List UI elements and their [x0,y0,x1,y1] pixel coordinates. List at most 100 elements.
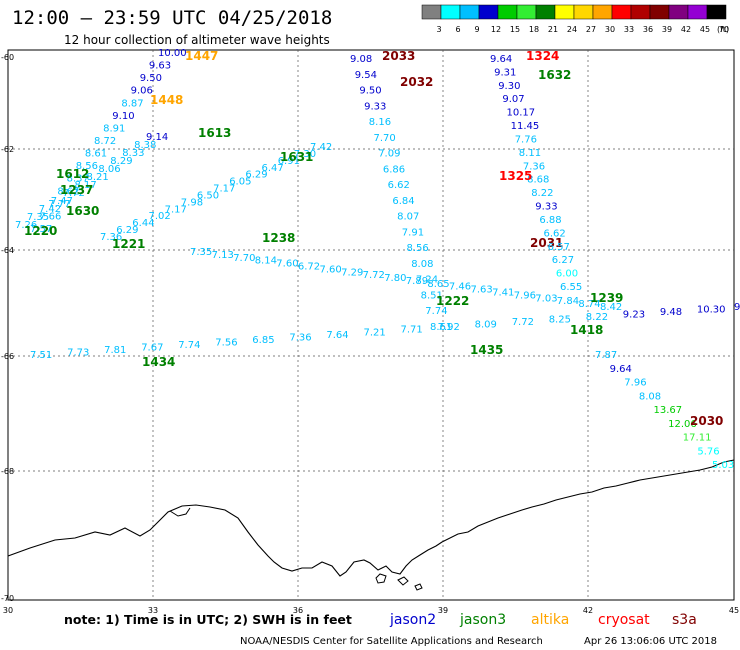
colorbar-tick-label: 6 [455,25,460,34]
colorbar-swatch [516,4,537,20]
swh-observation: 7.35 [27,212,49,223]
pass-time-label: 1434 [142,355,175,369]
pass-time-label: 1220 [24,224,57,238]
pass-time-label: 1324 [526,49,559,63]
swh-observation: 6.44 [132,218,154,229]
swh-observation: 7.60 [276,259,298,270]
swh-observation: 9.08 [350,54,372,65]
pass-time-label: 1631 [280,150,313,164]
swh-observation: 6.91 [278,156,300,167]
swh-observation: 7.72 [512,317,534,328]
colorbar-swatch [630,4,651,20]
swh-observation: 7.51 [30,350,52,361]
colorbar-swatch [421,4,442,20]
longitude-label: 42 [583,606,593,615]
swh-observation: 7.81 [104,345,126,356]
swh-observation: 7.42 [310,142,332,153]
swh-observation: 6.72 [298,262,320,273]
satellite-legend-altika: altika [531,612,569,628]
swh-observation: 9.64 [490,54,512,65]
pass-time-label: 1630 [66,204,99,218]
colorbar-tick-label: 9 [474,25,479,34]
colorbar-swatch [497,4,518,20]
latitude-label: -60 [1,53,14,62]
coastline-island-2 [397,576,409,586]
legend-note: note: 1) Time is in UTC; 2) SWH is in fe… [64,612,352,627]
satellite-legend-s3a: s3a [672,612,697,628]
graticule-grid: 30 33 36 39 42 45 -60 -62 -64 -66 -68 -70 [1,50,739,615]
swh-observation: 7.36 [100,232,122,243]
swh-observation: 7.74 [178,340,200,351]
colorbar-tick-label: 12 [491,25,501,34]
colorbar-tick-label: 3 [436,25,441,34]
swh-observation: 8.29 [110,156,132,167]
colorbar-tick-label: 15 [510,25,520,34]
swh-observation: 7.02 [149,211,171,222]
swh-observation: 5.76 [697,446,719,457]
swh-observation: 9.14 [146,132,168,143]
swh-observation: 9.23 [623,310,645,321]
swh-observation: 8.14 [255,256,277,267]
colorbar-tick-label: 30 [605,25,615,34]
swh-observation: 7.42 [39,204,61,215]
swh-observation: 7.72 [63,188,85,199]
colorbar-tick-label: 45 [700,25,710,34]
swh-observation: 7.64 [326,330,348,341]
longitude-label: 39 [438,606,448,615]
coastline-island-1 [375,573,387,584]
pass-time-label: 2032 [400,75,433,89]
swh-observation: 6.55 [560,282,582,293]
swh-observation: 8.22 [586,312,608,323]
swh-observation: 8.61 [85,149,107,160]
colorbar-tick-label: 18 [529,25,539,34]
swh-observation: 7.17 [213,184,235,195]
swh-observation: 8.62 [57,186,79,197]
swh-observation: 7.66 [39,211,61,222]
swh-observation: 9.31 [494,67,516,78]
colorbar-tick-label: 36 [643,25,653,34]
coastline-island-3 [414,583,423,591]
satellite-legend-jason2: jason2 [389,612,436,628]
swh-observation: 8.68 [527,175,549,186]
swh-observation: 7.72 [363,270,385,281]
swh-observation: 6.88 [539,215,561,226]
longitude-label: 30 [3,606,13,615]
pass-time-label: 1418 [570,323,603,337]
swh-observation: 8.56 [76,161,98,172]
swh-observation: 8.74 [578,299,600,310]
swh-observation: 7.67 [141,342,163,353]
colorbar-tick-label: 42 [681,25,691,34]
swh-observation: 8.08 [411,259,433,270]
pass-time-label: 1612 [56,167,89,181]
credit-line: NOAA/NESDIS Center for Satellite Applica… [240,636,543,647]
pass-time-label: 1222 [436,294,469,308]
swh-observation: 8.06 [98,164,120,175]
map-subtitle: 12 hour collection of altimeter wave hei… [64,33,330,47]
colorbar-tick-label: 27 [586,25,596,34]
swh-observation: 8.91 [103,123,125,134]
pass-time-label: 2030 [690,414,723,428]
colorbar-swatch [459,4,480,20]
swh-observation: 8.37 [67,174,89,185]
pass-time-label: 1237 [60,183,93,197]
colorbar-tick-label: 21 [548,25,558,34]
colorbar-swatch [649,4,670,20]
swh-observation: 7.47 [51,196,73,207]
swh-observation: 6.86 [383,164,405,175]
swh-observation: 10.00 [158,48,187,59]
swh-observation: 6.29 [116,225,138,236]
altimeter-tracks: 10.009.639.509.068.879.108.918.728.618.5… [15,48,740,471]
swh-observation: 7.74 [425,306,447,317]
swh-observation: 9.64 [610,364,632,375]
swh-observation: 9.54 [355,70,377,81]
colorbar-tick-label: 33 [624,25,634,34]
swh-observation: 7.30 [294,149,316,160]
colorbar-tick-label: 24 [567,25,577,34]
swh-observation: 7.91 [402,227,424,238]
swh-observation: 7.57 [30,224,52,235]
swh-observation: 7.17 [165,204,187,215]
colorbar-swatch [706,4,727,20]
swh-observation: 6.47 [262,163,284,174]
swh-observation: 9.33 [535,202,557,213]
